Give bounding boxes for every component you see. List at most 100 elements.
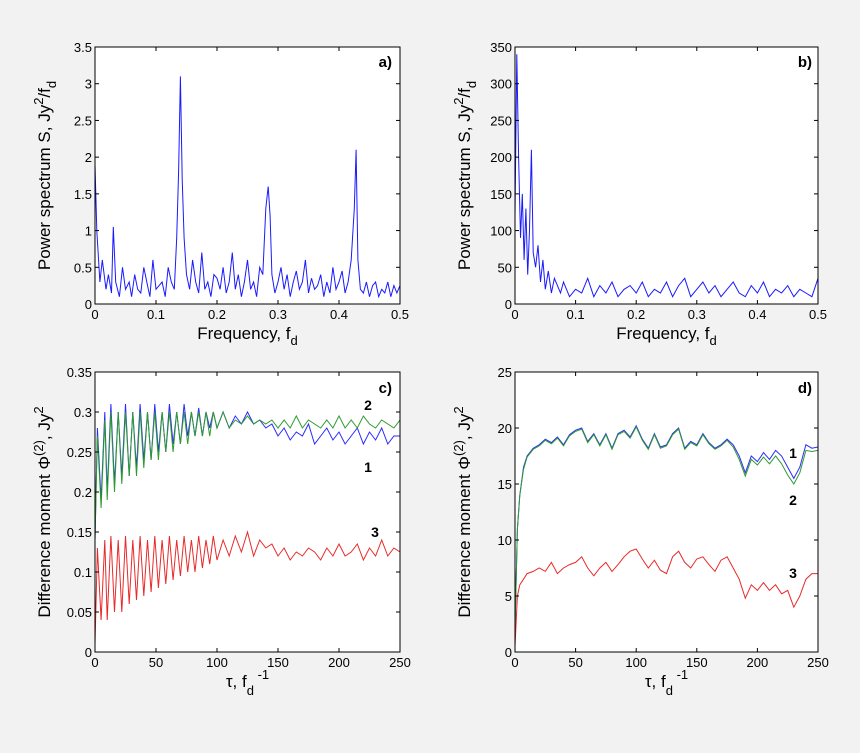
y-tick-label: 0.15: [67, 525, 92, 540]
y-tick-label: 0.5: [74, 260, 92, 275]
y-axis-label-sup: 2: [31, 98, 46, 105]
x-tick-label: 0: [511, 307, 518, 322]
x-axis-label-main: τ, f: [226, 672, 247, 691]
x-tick-label: 0: [511, 655, 518, 670]
y-tick-label: 1: [85, 224, 92, 239]
x-tick-label: 250: [807, 655, 829, 670]
y-tick-label: 150: [490, 187, 512, 202]
chart-panel: 0 50 100 150 200 250 0 0.05 0.1 0.15 0.2 0.25 0.3 0.3…: [31, 365, 411, 698]
x-tick-label: 0.3: [688, 307, 706, 322]
plot-area: [95, 372, 400, 652]
series-line-3: [95, 530, 400, 645]
y-tick-label: 0.05: [67, 605, 92, 620]
panel-label: a): [379, 54, 392, 71]
y-tick-label: 200: [490, 150, 512, 165]
axes-frame: [514, 46, 819, 305]
y-axis-label: Difference moment Φ(2), Jy2: [31, 406, 54, 617]
curve-label: 1: [789, 445, 797, 461]
y-axis-label-main: Difference moment Φ: [455, 456, 474, 618]
y-tick-label: 2: [85, 150, 92, 165]
x-axis-label-main: Frequency, f: [197, 324, 291, 343]
x-tick-label: 100: [625, 655, 647, 670]
x-tick-label: 250: [389, 655, 411, 670]
x-tick-label: 150: [686, 655, 708, 670]
y-tick-label: 3.5: [74, 40, 92, 55]
axes-frame: [94, 371, 401, 653]
x-axis-label-sub: d: [291, 333, 298, 348]
y-tick-label: 15: [498, 477, 512, 492]
y-tick-label: 0.35: [67, 365, 92, 380]
x-tick-label: 0.1: [567, 307, 585, 322]
y-tick-label: 20: [498, 421, 512, 436]
y-axis-label-tail: , Jy: [35, 413, 54, 440]
x-axis-label: Frequency, fd: [616, 324, 716, 348]
plot-area: [515, 47, 818, 304]
y-axis-label: Difference moment Φ(2), Jy2: [451, 406, 474, 617]
y-axis-label: Power spectrum S, Jy2/fd: [451, 81, 479, 270]
y-tick-label: 100: [490, 224, 512, 239]
x-tick-label: 200: [747, 655, 769, 670]
x-axis-label: τ, fd -1: [645, 667, 688, 698]
y-axis-label-main: Power spectrum S, Jy: [455, 104, 474, 270]
x-axis-label-main: Frequency, f: [616, 324, 710, 343]
y-tick-label: 2.5: [74, 113, 92, 128]
y-tick-label: 50: [498, 260, 512, 275]
panel-label: d): [798, 380, 812, 397]
x-axis-label-sub: d: [666, 683, 673, 698]
y-tick-label: 0: [505, 297, 512, 312]
curve-label: 2: [364, 397, 372, 413]
panel-label: c): [379, 380, 392, 397]
chart-panel: 0 0.1 0.2 0.3 0.4 0.5 0 50 100 150 200 250 300 350 Fre…: [451, 40, 827, 348]
y-tick-label: 25: [498, 365, 512, 380]
series-line-2: [95, 410, 400, 541]
y-tick-label: 300: [490, 77, 512, 92]
plot-area: [515, 372, 818, 652]
y-tick-label: 5: [505, 589, 512, 604]
x-tick-label: 0.5: [391, 307, 409, 322]
y-axis-label: Power spectrum S, Jy2/fd: [31, 81, 59, 270]
series-line: [515, 54, 818, 298]
axes-frame: [94, 46, 401, 305]
y-axis-label-sup: (2): [31, 440, 46, 456]
axes-frame: [514, 371, 819, 653]
x-axis-label: Frequency, fd: [197, 324, 297, 348]
y-axis-label-tail: , Jy: [455, 413, 474, 440]
curve-label: 3: [371, 524, 379, 540]
x-tick-label: 0.5: [809, 307, 827, 322]
y-tick-label: 0.25: [67, 445, 92, 460]
x-tick-label: 100: [206, 655, 228, 670]
y-axis-label-tail-sup: 2: [451, 406, 466, 413]
x-axis-label: τ, fd -1: [226, 667, 269, 698]
x-tick-label: 0.1: [147, 307, 165, 322]
y-tick-label: 0: [505, 645, 512, 660]
x-tick-label: 0.3: [269, 307, 287, 322]
x-tick-label: 200: [328, 655, 350, 670]
x-axis-label-sup: -1: [254, 667, 269, 682]
panel-label: b): [798, 54, 812, 71]
x-tick-label: 150: [267, 655, 289, 670]
y-tick-label: 10: [498, 533, 512, 548]
x-tick-label: 50: [149, 655, 163, 670]
y-tick-label: 3: [85, 77, 92, 92]
y-tick-label: 0.1: [74, 565, 92, 580]
y-tick-label: 0.3: [74, 405, 92, 420]
y-axis-label-sup: 2: [451, 98, 466, 105]
y-axis-label-main: Power spectrum S, Jy: [35, 104, 54, 270]
y-axis-label-tail: /f: [455, 88, 474, 98]
y-axis-label-sup: (2): [451, 440, 466, 456]
series-line-2: [515, 425, 818, 630]
y-axis-label-tail: /f: [35, 88, 54, 98]
chart-panel: 0 50 100 150 200 250 0 5 10 15 20 25 τ, fd -1 Differe…: [451, 365, 829, 698]
x-axis-label-sup: -1: [673, 667, 688, 682]
curve-label: 3: [789, 565, 797, 581]
x-axis-label-sub: d: [247, 683, 254, 698]
y-tick-label: 350: [490, 40, 512, 55]
curve-label: 2: [789, 492, 797, 508]
y-axis-label-tail-sub: d: [44, 81, 59, 88]
y-tick-label: 0: [85, 645, 92, 660]
x-tick-label: 50: [568, 655, 582, 670]
x-tick-label: 0.2: [627, 307, 645, 322]
x-tick-label: 0.2: [208, 307, 226, 322]
series-line: [95, 76, 400, 299]
